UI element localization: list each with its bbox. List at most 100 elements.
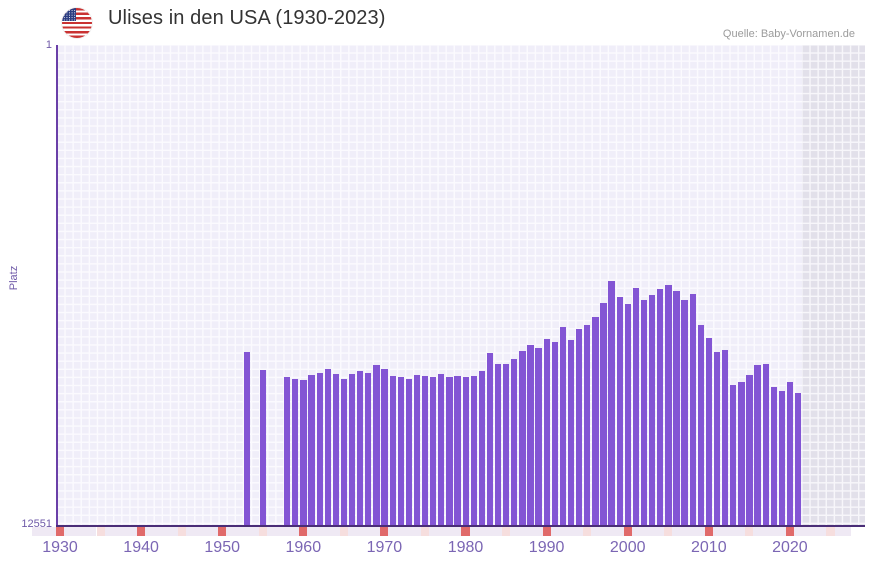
x-tick-minor bbox=[745, 527, 754, 536]
bar[interactable] bbox=[754, 365, 761, 525]
bar[interactable] bbox=[665, 285, 672, 525]
x-tick-major bbox=[137, 527, 146, 536]
bar[interactable] bbox=[713, 352, 721, 525]
x-tick-major bbox=[218, 527, 227, 536]
bar[interactable] bbox=[438, 374, 445, 525]
bar[interactable] bbox=[454, 376, 461, 525]
bar[interactable] bbox=[649, 295, 656, 525]
bar[interactable] bbox=[332, 374, 340, 525]
bar[interactable] bbox=[405, 379, 413, 525]
bar[interactable] bbox=[494, 364, 502, 525]
bar[interactable] bbox=[632, 288, 640, 525]
bar[interactable] bbox=[243, 352, 250, 525]
bar[interactable] bbox=[478, 371, 486, 525]
bar[interactable] bbox=[503, 364, 510, 525]
bar[interactable] bbox=[576, 329, 583, 525]
bar[interactable] bbox=[357, 371, 364, 525]
x-tick-minor bbox=[583, 527, 592, 536]
bar[interactable] bbox=[795, 393, 802, 525]
bar[interactable] bbox=[778, 391, 786, 525]
x-tick-minor bbox=[591, 527, 600, 536]
x-tick-minor bbox=[688, 527, 697, 536]
bar[interactable] bbox=[446, 377, 453, 525]
bar[interactable] bbox=[786, 382, 794, 525]
bar[interactable] bbox=[389, 376, 396, 525]
x-tick-minor bbox=[372, 527, 381, 536]
bar[interactable] bbox=[527, 345, 534, 525]
bar[interactable] bbox=[292, 379, 299, 525]
bar[interactable] bbox=[519, 351, 526, 525]
bar[interactable] bbox=[413, 375, 421, 525]
bar[interactable] bbox=[624, 304, 631, 525]
bar[interactable] bbox=[592, 317, 599, 525]
x-tick-minor bbox=[429, 527, 438, 536]
x-tick-minor bbox=[761, 527, 770, 536]
bar[interactable] bbox=[657, 289, 664, 525]
bar[interactable] bbox=[365, 373, 372, 525]
bar[interactable] bbox=[324, 369, 331, 525]
x-tick-minor bbox=[274, 527, 284, 536]
x-tick-minor bbox=[145, 527, 154, 536]
source-attribution: Quelle: Baby-Vornamen.de bbox=[722, 28, 855, 40]
bar[interactable] bbox=[543, 339, 550, 525]
bar[interactable] bbox=[705, 338, 713, 525]
bar[interactable] bbox=[600, 303, 607, 525]
bar[interactable] bbox=[340, 379, 348, 525]
bar[interactable] bbox=[511, 359, 518, 525]
bar[interactable] bbox=[551, 342, 558, 525]
bar[interactable] bbox=[567, 340, 575, 525]
x-tick-minor bbox=[234, 527, 243, 536]
bar[interactable] bbox=[300, 380, 307, 525]
bar[interactable] bbox=[770, 387, 777, 525]
bar[interactable] bbox=[559, 327, 567, 525]
x-tick-minor bbox=[177, 527, 186, 536]
bar[interactable] bbox=[373, 365, 380, 525]
bar[interactable] bbox=[462, 377, 469, 525]
x-tick-minor bbox=[720, 527, 730, 536]
x-tick-minor bbox=[80, 527, 89, 536]
x-tick-major bbox=[299, 527, 308, 536]
x-tick-minor bbox=[331, 527, 340, 536]
bar[interactable] bbox=[746, 375, 753, 525]
bar[interactable] bbox=[697, 325, 704, 525]
bar[interactable] bbox=[762, 364, 769, 525]
bar[interactable] bbox=[397, 377, 404, 525]
bar[interactable] bbox=[430, 377, 437, 525]
x-tick-major bbox=[785, 527, 794, 536]
bar[interactable] bbox=[640, 300, 648, 525]
bar[interactable] bbox=[348, 374, 356, 525]
bar[interactable] bbox=[673, 291, 680, 525]
x-tick-minor bbox=[437, 527, 446, 536]
bar[interactable] bbox=[381, 369, 388, 525]
flag-stars bbox=[62, 8, 76, 21]
bar[interactable] bbox=[689, 294, 696, 525]
bar[interactable] bbox=[308, 375, 315, 525]
bar[interactable] bbox=[316, 373, 323, 525]
bar[interactable] bbox=[616, 297, 623, 525]
bar[interactable] bbox=[421, 376, 429, 525]
bar[interactable] bbox=[470, 376, 477, 525]
bar[interactable] bbox=[486, 353, 494, 525]
x-tick-minor bbox=[656, 527, 665, 536]
bar[interactable] bbox=[730, 385, 737, 525]
bar[interactable] bbox=[284, 377, 291, 525]
bar[interactable] bbox=[681, 300, 688, 525]
bar[interactable] bbox=[738, 382, 745, 525]
y-axis-line bbox=[56, 45, 58, 526]
x-tick-minor bbox=[226, 527, 235, 536]
x-tick-major bbox=[380, 527, 389, 536]
x-axis-tick-strip bbox=[31, 527, 865, 536]
x-axis-tick-label: 2000 bbox=[609, 539, 646, 556]
y-axis-top-label: 1 bbox=[45, 39, 52, 51]
x-tick-minor bbox=[201, 527, 211, 536]
x-tick-minor bbox=[210, 527, 219, 536]
x-tick-minor bbox=[153, 527, 162, 536]
x-tick-minor bbox=[347, 527, 357, 536]
x-tick-major bbox=[623, 527, 632, 536]
bar[interactable] bbox=[535, 348, 542, 525]
x-tick-minor bbox=[510, 527, 519, 536]
bar[interactable] bbox=[608, 281, 615, 525]
bar[interactable] bbox=[722, 350, 729, 525]
bar[interactable] bbox=[259, 370, 267, 525]
bar[interactable] bbox=[584, 325, 591, 525]
